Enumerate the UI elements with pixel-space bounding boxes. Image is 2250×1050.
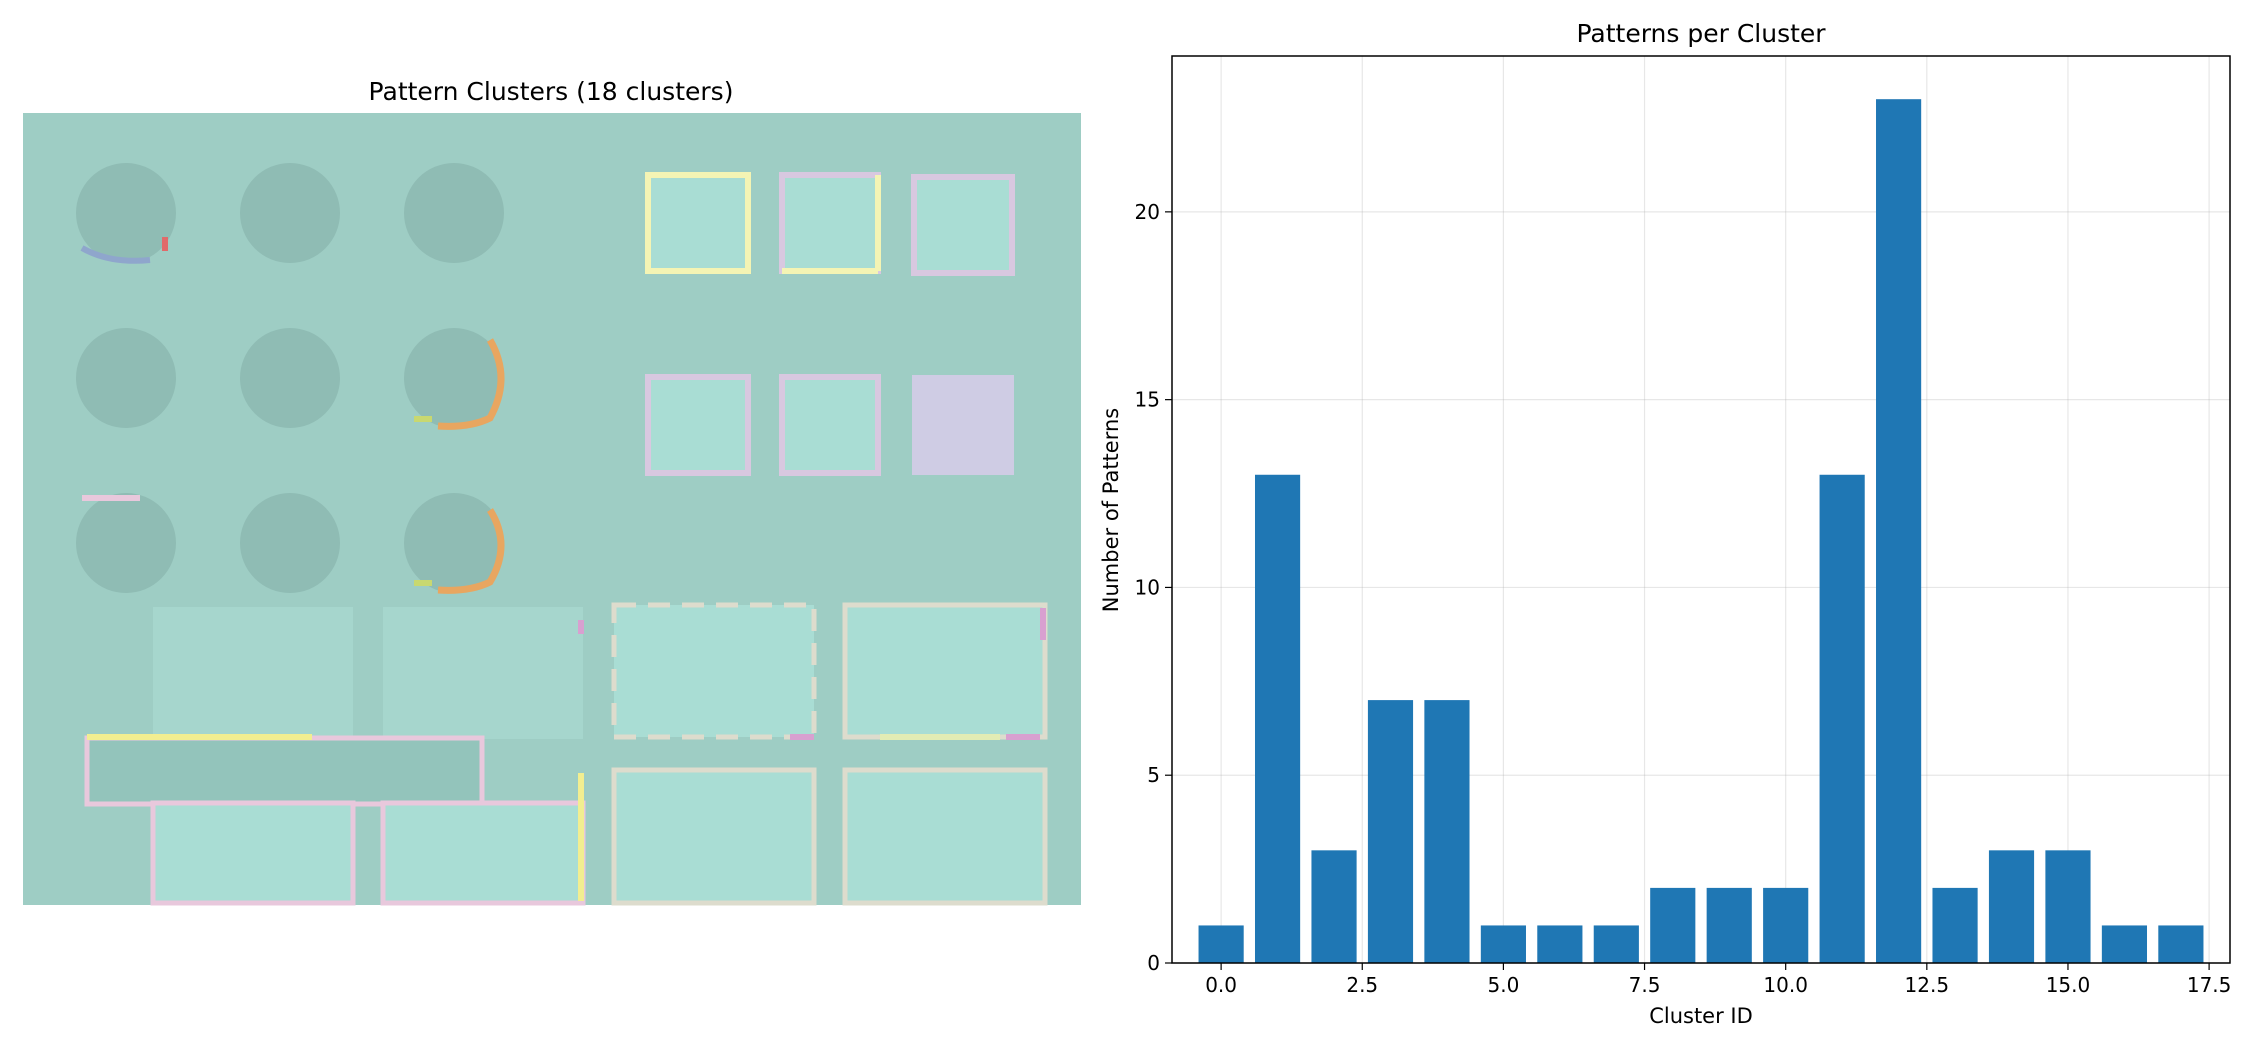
bar-cluster-0	[1198, 925, 1244, 963]
x-axis-label: Cluster ID	[1649, 1004, 1753, 1028]
pattern-square	[645, 374, 751, 476]
y-tick-label: 10	[1135, 575, 1160, 599]
cluster-outline-green	[414, 580, 432, 586]
cluster-outline-yellow	[782, 268, 878, 274]
bar-cluster-7	[1593, 925, 1639, 963]
pattern-circle	[240, 328, 340, 428]
pattern-region	[842, 767, 1048, 906]
cluster-outline-magenta	[1006, 734, 1040, 740]
pattern-square	[779, 172, 881, 274]
chart-grid	[1172, 56, 2230, 964]
chart-bars	[1198, 99, 2204, 963]
x-axis-ticks: 0.0 2.5 5.0 7.5 10.0 12.5 15.0 17.5	[1205, 963, 2231, 997]
chart-title: Patterns per Cluster	[1576, 19, 1826, 48]
y-axis-ticks: 0 5 10 15 20	[1135, 200, 1172, 975]
x-tick-label: 5.0	[1487, 973, 1519, 997]
pattern-square	[645, 172, 751, 274]
pattern-region	[150, 800, 356, 906]
bar-cluster-9	[1706, 887, 1752, 963]
x-tick-label: 2.5	[1346, 973, 1378, 997]
pattern-circle	[404, 163, 504, 263]
left-panel-title: Pattern Clusters (18 clusters)	[369, 77, 734, 106]
cluster-outline-magenta	[578, 620, 584, 634]
x-tick-label: 12.5	[1905, 973, 1950, 997]
pattern-square	[779, 374, 881, 476]
x-tick-label: 17.5	[2187, 973, 2232, 997]
plot-area-frame	[1171, 55, 2231, 964]
pattern-circle	[404, 328, 504, 428]
pattern-square	[911, 174, 1015, 276]
bar-cluster-8	[1650, 887, 1696, 963]
y-tick-label: 15	[1135, 388, 1160, 412]
bar-cluster-3	[1367, 700, 1414, 963]
pattern-region	[611, 767, 817, 906]
cluster-image	[23, 113, 1081, 906]
cluster-outline-blue	[80, 245, 151, 264]
x-tick-label: 7.5	[1629, 973, 1661, 997]
y-tick-label: 5	[1147, 763, 1160, 787]
bar-cluster-6	[1537, 925, 1583, 963]
pattern-circle	[76, 493, 176, 593]
pattern-circle	[76, 328, 176, 428]
cluster-outline-yellow	[578, 773, 584, 901]
pattern-region	[380, 800, 586, 906]
x-tick-label: 15.0	[2046, 973, 2091, 997]
cluster-outline-magenta	[1040, 608, 1046, 640]
bar-cluster-1	[1254, 474, 1301, 963]
y-axis-label: Number of Patterns	[1099, 408, 1123, 612]
bar-cluster-11	[1819, 474, 1865, 963]
pattern-circle	[404, 493, 504, 593]
pattern-circle	[240, 493, 340, 593]
x-tick-label: 0.0	[1205, 973, 1237, 997]
pattern-corridor	[84, 735, 485, 807]
y-tick-label: 0	[1147, 951, 1160, 975]
pattern-circle	[76, 163, 176, 263]
bar-cluster-17	[2158, 925, 2204, 963]
cluster-outline-yellow	[880, 734, 1000, 740]
cluster-outline-orange	[437, 508, 505, 594]
pattern-circle	[240, 163, 340, 263]
cluster-outline-yellow	[87, 734, 312, 740]
cluster-outline-orange	[437, 338, 505, 430]
bar-cluster-2	[1311, 850, 1357, 963]
pattern-square-filled	[912, 375, 1014, 475]
bar-cluster-10	[1763, 887, 1809, 963]
pattern-region	[383, 607, 583, 739]
pattern-region	[611, 602, 817, 740]
bar-cluster-4	[1424, 700, 1470, 963]
cluster-outline-yellow	[875, 175, 881, 271]
x-tick-label: 10.0	[1763, 973, 1808, 997]
cluster-outline-red	[162, 237, 168, 251]
cluster-outline-green	[414, 416, 432, 422]
bar-cluster-13	[1932, 887, 1978, 963]
bar-cluster-5	[1480, 925, 1526, 963]
bar-cluster-14	[1988, 850, 2035, 963]
pattern-region	[153, 607, 353, 739]
bar-cluster-12	[1876, 99, 1922, 963]
bar-cluster-16	[2101, 925, 2148, 963]
pattern-region	[842, 602, 1048, 740]
bar-cluster-15	[2045, 850, 2091, 963]
y-tick-label: 20	[1135, 200, 1160, 224]
cluster-outline-magenta	[790, 734, 814, 740]
